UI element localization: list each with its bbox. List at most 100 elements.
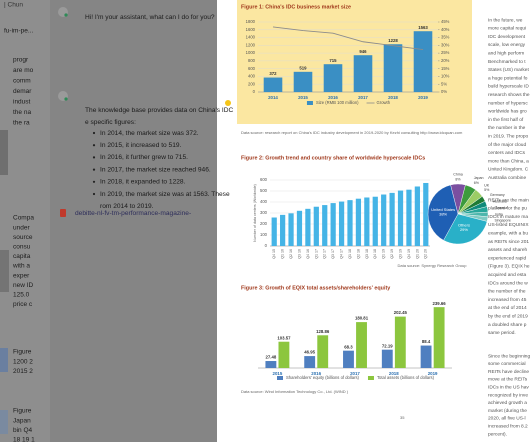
bar <box>433 307 445 368</box>
answer-item: In 2014, the market size was 372. <box>100 130 199 137</box>
pie-value-label: 8% <box>455 177 461 181</box>
legend-label: Growth <box>377 100 391 105</box>
x-tick-label: Q4 15 <box>272 249 276 259</box>
x-tick-label: 2016 <box>328 95 338 100</box>
marker <box>225 100 231 106</box>
sidebar-snippet: consu <box>13 244 31 251</box>
y-tick-label: 1600 <box>246 27 256 32</box>
column-line: move at the REITs <box>488 377 528 383</box>
bar <box>280 214 286 246</box>
chat-panel-bg <box>50 0 217 442</box>
legend-swatch <box>277 376 283 380</box>
bar <box>364 197 370 246</box>
thumbnail <box>0 130 8 175</box>
x-tick-label: Q2 17 <box>323 249 327 259</box>
x-tick-label: Q1 17 <box>314 249 318 259</box>
column-line: REITs have decline <box>488 369 529 375</box>
sidebar-snippet: the na <box>13 109 31 116</box>
sidebar-bg <box>0 0 50 442</box>
sidebar-snippet: Figure <box>13 408 32 415</box>
sidebar-tab[interactable]: | Chun <box>4 2 23 9</box>
answer-item: In 2017, the market size reached 946. <box>100 166 211 173</box>
answer-item: In 2018, it expanded to 1228. <box>100 179 186 186</box>
y2-tick-label: 45% <box>441 19 450 24</box>
bar <box>383 44 403 92</box>
y2-tick-label: 15% <box>441 66 450 71</box>
pie-slice <box>443 213 488 245</box>
x-tick-label: 2016 <box>311 371 321 376</box>
sidebar-path[interactable]: fu-im-pe... <box>4 28 33 35</box>
pie-label: Japan <box>474 176 484 180</box>
sidebar-snippet: Figure <box>13 349 32 356</box>
sidebar-snippet: capita <box>13 253 31 260</box>
column-line: at the end of 2014 <box>488 305 527 311</box>
x-tick-label: Q3 18 <box>365 249 369 259</box>
column-line: by the end of 2019 <box>488 313 528 319</box>
column-line: recognized by inve <box>488 392 528 398</box>
column-line: a huge potential fo <box>488 75 528 81</box>
data-label: 128.86 <box>316 329 330 334</box>
data-label: 46.95 <box>304 350 315 355</box>
bullet <box>92 144 96 147</box>
y-tick-label: 200 <box>260 221 268 226</box>
avatar-status <box>64 97 68 101</box>
y-tick-label: 600 <box>260 177 268 182</box>
column-line: Benchmarked to t <box>488 59 526 65</box>
x-tick-label: Q2 20 <box>424 249 428 259</box>
bar <box>265 361 277 368</box>
sidebar-snippet: demar <box>13 88 32 95</box>
bar <box>338 201 345 246</box>
bar <box>263 77 283 92</box>
bar <box>296 210 303 246</box>
figure-source: Data source: research report on China's … <box>241 130 463 135</box>
bar <box>288 213 294 246</box>
column-line: platform for the pu <box>488 206 527 212</box>
sidebar-snippet: indust <box>13 99 31 106</box>
source-link[interactable]: debitte-nl-fv-tm-performance-magazine- <box>75 210 191 217</box>
y-tick-label: 400 <box>260 199 268 204</box>
x-tick-label: 2019 <box>418 95 428 100</box>
y-tick-label: 600 <box>248 66 256 71</box>
bullet <box>92 180 96 183</box>
avatar-status <box>64 13 68 17</box>
column-line: and high perform <box>488 50 524 56</box>
bar <box>414 186 420 246</box>
column-line: Since the beginning <box>488 353 530 359</box>
bar <box>343 350 354 368</box>
column-line: (Figure 3). EQIX he <box>488 264 530 270</box>
data-label: 202.45 <box>394 310 408 315</box>
y-tick-label: 0 <box>253 89 256 94</box>
column-line: some commercial <box>488 361 526 367</box>
column-line: increased from 8.2 <box>488 423 528 429</box>
x-tick-label: Q2 19 <box>390 249 394 259</box>
y-tick-label: 500 <box>260 188 268 193</box>
answer-line: The knowledge base provides data on Chin… <box>85 107 233 114</box>
sidebar: | Chun fu-im-pe... progr are mo comm demar i… <box>4 2 35 442</box>
column-line: example, with a bu <box>488 230 528 236</box>
x-tick-label: 2018 <box>388 95 398 100</box>
column-line: more capital requi <box>488 26 526 32</box>
data-label: 372 <box>269 71 277 76</box>
y2-tick-label: 5% <box>441 81 447 86</box>
x-tick-label: 2015 <box>273 371 283 376</box>
pie-value-label: 5% <box>484 188 490 192</box>
column-line: achieved growth a <box>488 400 527 406</box>
bar <box>406 189 412 246</box>
x-tick-label: Q1 16 <box>281 249 285 259</box>
data-label: 1563 <box>418 25 428 30</box>
data-label: 72.19 <box>382 343 393 348</box>
pie-label: Singapore <box>494 218 510 222</box>
pie-value-label: 6% <box>474 181 480 185</box>
column-line: of the major cloud <box>488 142 526 148</box>
x-tick-label: Q1 19 <box>382 249 386 259</box>
column-line: IDCs around the w <box>488 280 528 286</box>
column-line: IDC development <box>488 34 526 40</box>
pie-slice <box>427 184 459 241</box>
file-icon <box>60 209 66 217</box>
column-line: assets and shareh <box>488 247 528 253</box>
sidebar-snippet: 125.0 <box>13 292 30 299</box>
column-line: build hyperscale ID <box>488 84 529 90</box>
data-label: 946 <box>359 49 367 54</box>
column-line: acquired and esta <box>488 272 526 278</box>
